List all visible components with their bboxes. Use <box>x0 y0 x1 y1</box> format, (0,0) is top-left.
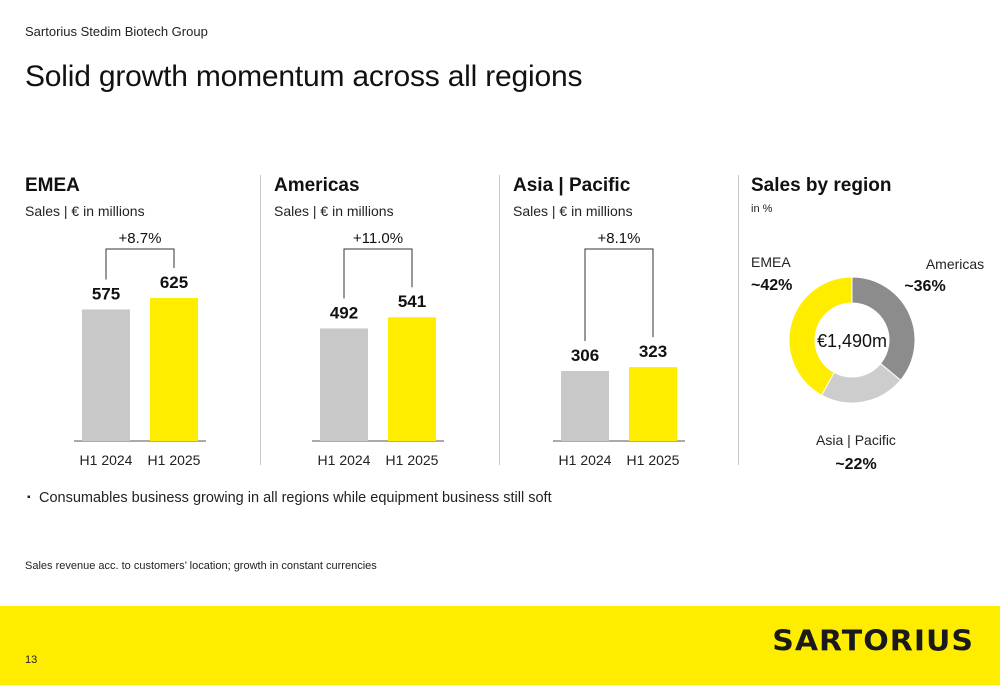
donut-slice-emea <box>788 276 853 396</box>
growth-label: +8.7% <box>119 230 162 247</box>
sales-by-region-subtitle: in % <box>751 203 773 215</box>
asia-pacific-title: Asia | Pacific <box>513 175 631 196</box>
bar-h1-2024 <box>82 309 130 441</box>
slice-name-label: Asia | Pacific <box>816 432 896 448</box>
category-label: H1 2024 <box>318 452 371 468</box>
growth-bracket <box>584 248 654 341</box>
slice-name-label: Americas <box>926 256 984 272</box>
growth-label: +8.1% <box>598 230 641 247</box>
donut-slice-americas <box>851 276 916 381</box>
bar-value-label: 625 <box>160 273 188 292</box>
asia-pacific-subtitle: Sales | € in millions <box>513 203 633 219</box>
page-title: Solid growth momentum across all regions <box>25 60 583 93</box>
growth-label: +11.0% <box>353 230 403 247</box>
bar-value-label: 306 <box>571 346 599 365</box>
asia-pacific-panel: Asia | Pacific Sales | € in millions 306… <box>513 170 738 470</box>
category-label: H1 2025 <box>386 452 439 468</box>
slice-value-label: ~36% <box>904 278 945 295</box>
category-label: H1 2025 <box>148 452 201 468</box>
emea-panel: EMEA Sales | € in millions 575 H1 2024 625… <box>25 170 250 470</box>
category-label: H1 2024 <box>80 452 133 468</box>
slice-value-label: ~42% <box>751 277 792 294</box>
footnote: Sales revenue acc. to customers’ locatio… <box>25 560 377 572</box>
americas-panel: Americas Sales | € in millions 492 H1 202… <box>274 170 499 470</box>
category-label: H1 2025 <box>627 452 680 468</box>
bar-h1-2025 <box>150 298 198 441</box>
footer-band: 13 SARTORIUS <box>0 606 1000 685</box>
emea-bar-chart: 575 H1 2024 625 H1 2025 +8.7% <box>74 230 206 468</box>
company-name: Sartorius Stedim Biotech Group <box>25 24 208 39</box>
sales-by-region-title: Sales by region <box>751 175 892 196</box>
bar-value-label: 492 <box>330 303 358 322</box>
bar-h1-2024 <box>561 370 609 441</box>
divider <box>260 175 261 465</box>
slice-name-label: EMEA <box>751 254 791 270</box>
bar-value-label: 575 <box>92 284 120 303</box>
bar-value-label: 541 <box>398 292 426 311</box>
emea-subtitle: Sales | € in millions <box>25 203 145 219</box>
divider <box>738 175 739 465</box>
donut-center-label: €1,490m <box>817 331 887 351</box>
bullet-text: Consumables business growing in all regi… <box>39 490 552 506</box>
sales-by-region-donut: €1,490m Americas ~36% Asia | Pacific ~22% EME… <box>751 254 984 473</box>
sales-by-region-panel: Sales by region in % €1,490m Americas ~36%… <box>751 170 996 473</box>
emea-title: EMEA <box>25 175 80 196</box>
asia-pacific-bar-chart: 306 H1 2024 323 H1 2025 +8.1% <box>553 230 685 468</box>
americas-title: Americas <box>274 175 360 196</box>
bullet-icon: ▪ <box>27 491 31 503</box>
americas-bar-chart: 492 H1 2024 541 H1 2025 +11.0% <box>312 230 444 468</box>
divider <box>499 175 500 465</box>
growth-bracket <box>343 248 413 299</box>
growth-bracket <box>105 248 175 280</box>
bar-h1-2025 <box>388 317 436 441</box>
category-label: H1 2024 <box>559 452 612 468</box>
bar-value-label: 323 <box>639 342 667 361</box>
americas-subtitle: Sales | € in millions <box>274 203 394 219</box>
bar-h1-2025 <box>629 367 677 441</box>
bar-h1-2024 <box>320 328 368 441</box>
page-number: 13 <box>25 654 38 666</box>
slice-value-label: ~22% <box>835 456 876 473</box>
bullet-point: ▪ Consumables business growing in all reg… <box>27 490 552 506</box>
sartorius-logo: SARTORIUS <box>772 624 974 659</box>
